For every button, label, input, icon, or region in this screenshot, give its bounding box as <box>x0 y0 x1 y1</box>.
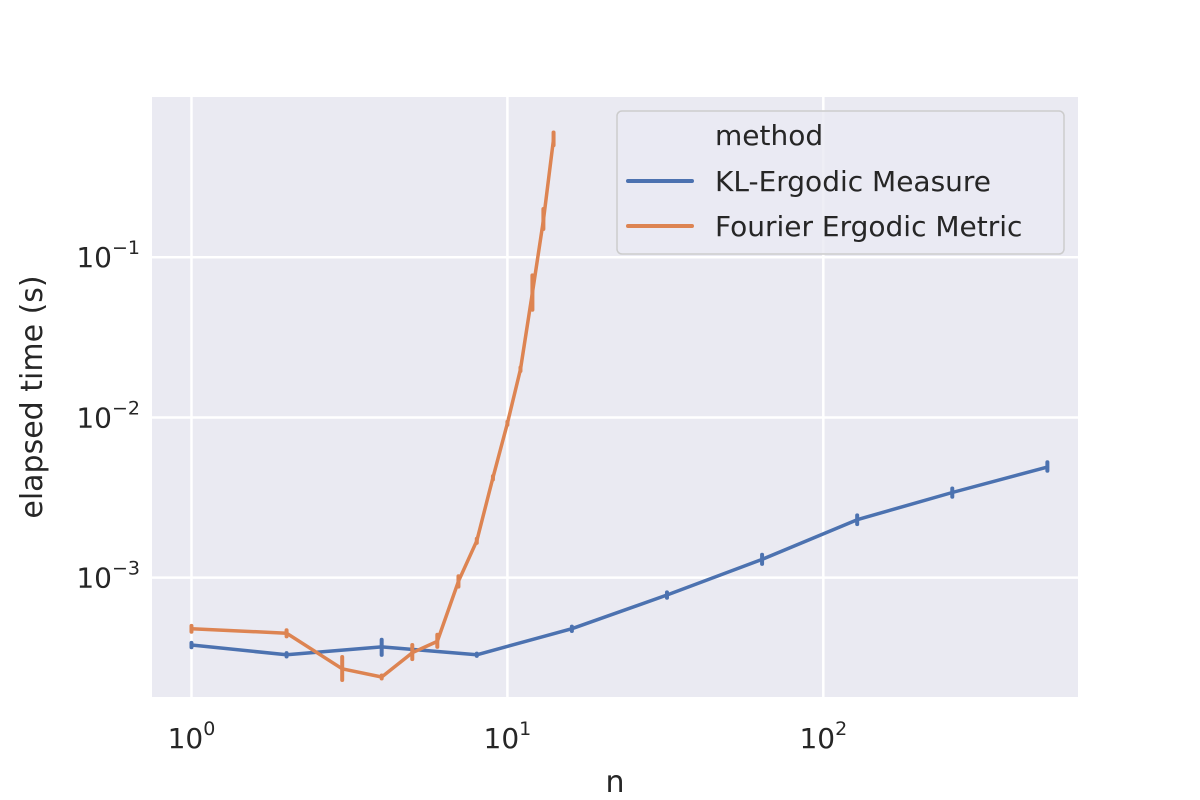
series-line-kl-ergodic-measure <box>189 465 1050 657</box>
legend-box <box>616 110 1065 255</box>
series-layer <box>189 130 1050 682</box>
y-tick-label-exponent: −2 <box>112 397 140 419</box>
y-tick-label: 10−3 <box>76 558 140 595</box>
legend-label-kl-ergodic-measure: KL-Ergodic Measure <box>715 165 991 198</box>
x-tick-label-exponent: 1 <box>519 718 531 740</box>
legend-title: method <box>715 119 823 152</box>
x-axis-label: n <box>605 765 624 800</box>
y-tick-label: 10−1 <box>76 237 140 274</box>
series-fourier-ergodic-metric <box>189 130 556 682</box>
x-tick-label-base: 10 <box>799 722 835 755</box>
x-tick-label: 101 <box>484 718 532 755</box>
y-tick-label-exponent: −1 <box>112 237 140 259</box>
y-tick-label-base: 10 <box>76 401 112 434</box>
x-tick-label-base: 10 <box>484 722 520 755</box>
x-tick-label: 102 <box>799 718 847 755</box>
x-tick-label: 100 <box>168 718 216 755</box>
y-tick-label-base: 10 <box>76 562 112 595</box>
y-tick-label-base: 10 <box>76 241 112 274</box>
x-tick-label-base: 10 <box>168 722 204 755</box>
legend-label-fourier-ergodic-metric: Fourier Ergodic Metric <box>715 210 1022 243</box>
y-tick-label: 10−2 <box>76 397 140 434</box>
y-tick-label-exponent: −3 <box>112 558 140 580</box>
y-axis-label: elapsed time (s) <box>15 275 50 518</box>
legend: method KL-Ergodic Measure Fourier Ergodi… <box>616 110 1065 255</box>
x-tick-label-exponent: 2 <box>835 718 847 740</box>
series-kl-ergodic-measure <box>189 460 1050 659</box>
x-tick-label-exponent: 0 <box>203 718 215 740</box>
